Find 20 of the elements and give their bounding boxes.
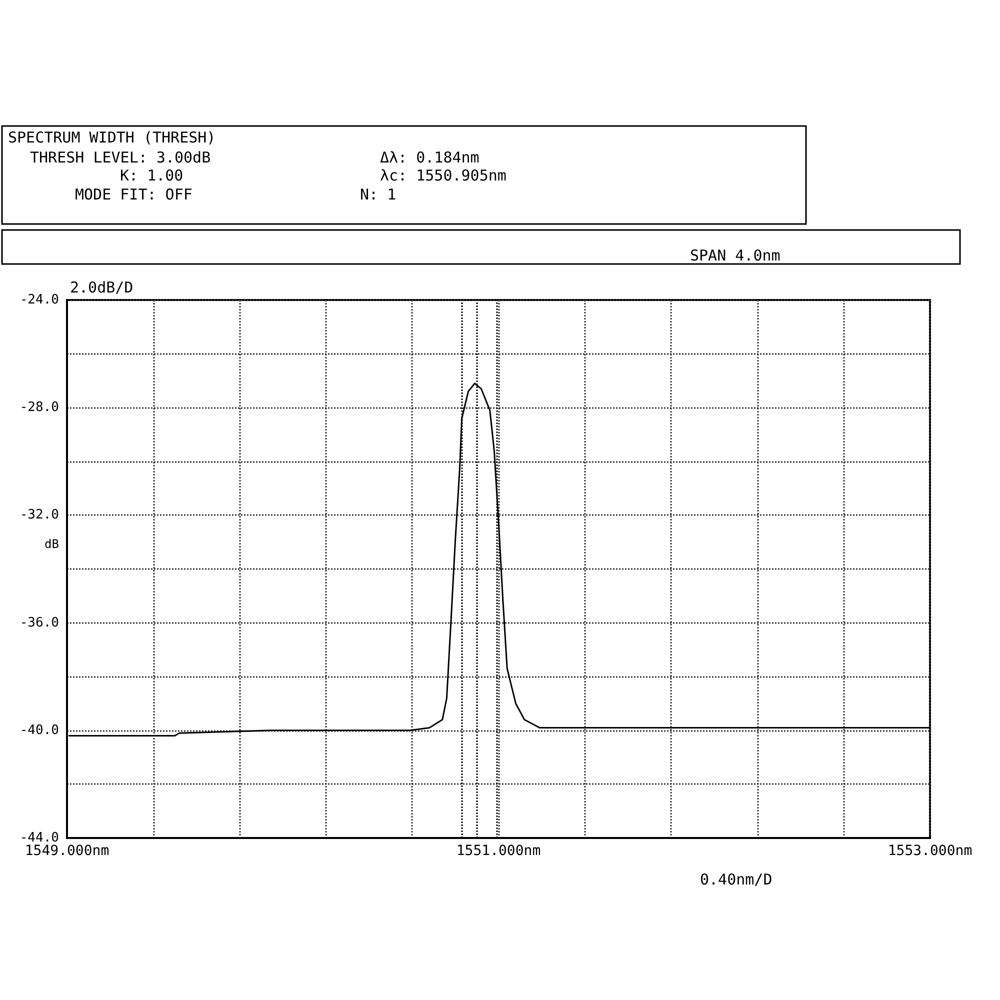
text: N: 1 [360, 186, 396, 204]
y-tick-label: -32.0 [20, 508, 59, 523]
x-tick-label: 1551.000nm [456, 843, 541, 859]
text: 2.0dB/D [70, 278, 134, 296]
x-tick-label: 1549.000nm [24, 843, 110, 859]
text: 0.40nm/D [700, 870, 772, 888]
y-tick-label: -36.0 [20, 615, 59, 630]
text: SPECTRUM WIDTH (THRESH) [8, 128, 216, 146]
text: MODE FIT: OFF [75, 186, 192, 204]
text: K: 1.00 [120, 166, 184, 184]
text: Δλ: 0.184nm [380, 148, 480, 166]
y-tick-label: -24.0 [20, 292, 59, 308]
y-tick-label: -40.0 [20, 722, 59, 738]
y-tick-label: -28.0 [20, 400, 59, 416]
text: SPAN 4.0nm [690, 246, 780, 264]
text: THRESH LEVEL: 3.00dB [30, 148, 211, 166]
y-axis-title: dB [44, 537, 59, 551]
y-tick-label: -44.0 [20, 830, 59, 846]
x-tick-label: 1553.000nm [888, 843, 972, 859]
text: λc: 1550.905nm [380, 166, 506, 184]
